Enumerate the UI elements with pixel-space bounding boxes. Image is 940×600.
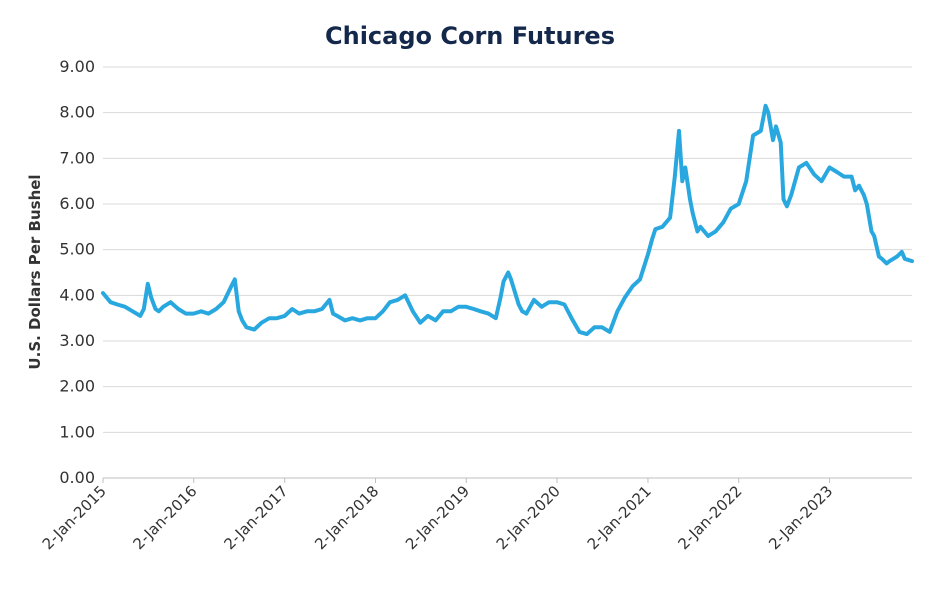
y-tick-label: 1.00: [59, 422, 95, 441]
gridlines: [103, 66, 912, 479]
y-tick-label: 4.00: [59, 285, 95, 304]
x-tick-label: 2-Jan-2023: [765, 482, 836, 553]
y-tick-label: 6.00: [59, 194, 95, 213]
y-tick-label: 8.00: [59, 103, 95, 122]
y-tick-label: 3.00: [59, 331, 95, 350]
series-line: [101, 103, 914, 337]
x-tick-label: 2-Jan-2017: [221, 482, 292, 553]
chart-title: Chicago Corn Futures: [325, 22, 615, 50]
x-tick-label: 2-Jan-2016: [130, 482, 201, 553]
x-tick-label: 2-Jan-2019: [402, 482, 473, 553]
y-tick-label: 2.00: [59, 377, 95, 396]
x-tick-labels: 2-Jan-2015 2-Jan-2016 2-Jan-2017 2-Jan-2018…: [39, 478, 836, 553]
x-tick-label: 2-Jan-2022: [674, 482, 745, 553]
x-tick-label: 2-Jan-2015: [39, 482, 110, 553]
y-tick-label: 9.00: [59, 57, 95, 76]
y-axis-label: U.S. Dollars Per Bushel: [26, 174, 44, 369]
x-tick-label: 2-Jan-2020: [493, 482, 564, 553]
y-tick-label: 0.00: [59, 468, 95, 487]
y-tick-label: 7.00: [59, 148, 95, 167]
x-tick-label: 2-Jan-2021: [584, 482, 655, 553]
y-tick-label: 5.00: [59, 240, 95, 259]
y-tick-labels: 0.00 1.00 2.00 3.00 4.00 5.00 6.00 7.00 8.00 9.00: [59, 57, 95, 487]
x-tick-label: 2-Jan-2018: [311, 482, 382, 553]
